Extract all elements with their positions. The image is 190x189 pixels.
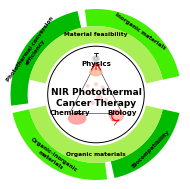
Text: Biocompatibility: Biocompatibility — [131, 129, 170, 169]
Polygon shape — [85, 9, 179, 80]
Text: NIR Photothermal
Cancer Therapy: NIR Photothermal Cancer Therapy — [51, 88, 141, 108]
Circle shape — [48, 46, 144, 143]
Ellipse shape — [93, 56, 99, 61]
Text: Physics: Physics — [81, 61, 111, 67]
Circle shape — [95, 83, 97, 86]
Text: Photothermal conversion
efficiency: Photothermal conversion efficiency — [6, 15, 60, 85]
Text: Organic materials: Organic materials — [66, 152, 126, 157]
Text: Inorganic materials: Inorganic materials — [114, 12, 166, 51]
Ellipse shape — [69, 113, 86, 124]
Ellipse shape — [90, 69, 102, 76]
Polygon shape — [29, 106, 163, 163]
Text: Organic-inorganic
materials: Organic-inorganic materials — [26, 137, 78, 178]
Polygon shape — [111, 109, 179, 178]
Ellipse shape — [110, 110, 123, 121]
Text: Biology: Biology — [107, 110, 137, 116]
Circle shape — [101, 86, 104, 89]
Circle shape — [105, 98, 108, 101]
Polygon shape — [13, 109, 107, 180]
Circle shape — [86, 85, 89, 87]
Circle shape — [97, 95, 102, 101]
Circle shape — [91, 101, 94, 105]
Circle shape — [89, 91, 93, 95]
Text: Material feasibility: Material feasibility — [64, 32, 128, 37]
Polygon shape — [10, 11, 81, 106]
Text: Chemistry: Chemistry — [50, 110, 90, 116]
Polygon shape — [29, 26, 163, 83]
